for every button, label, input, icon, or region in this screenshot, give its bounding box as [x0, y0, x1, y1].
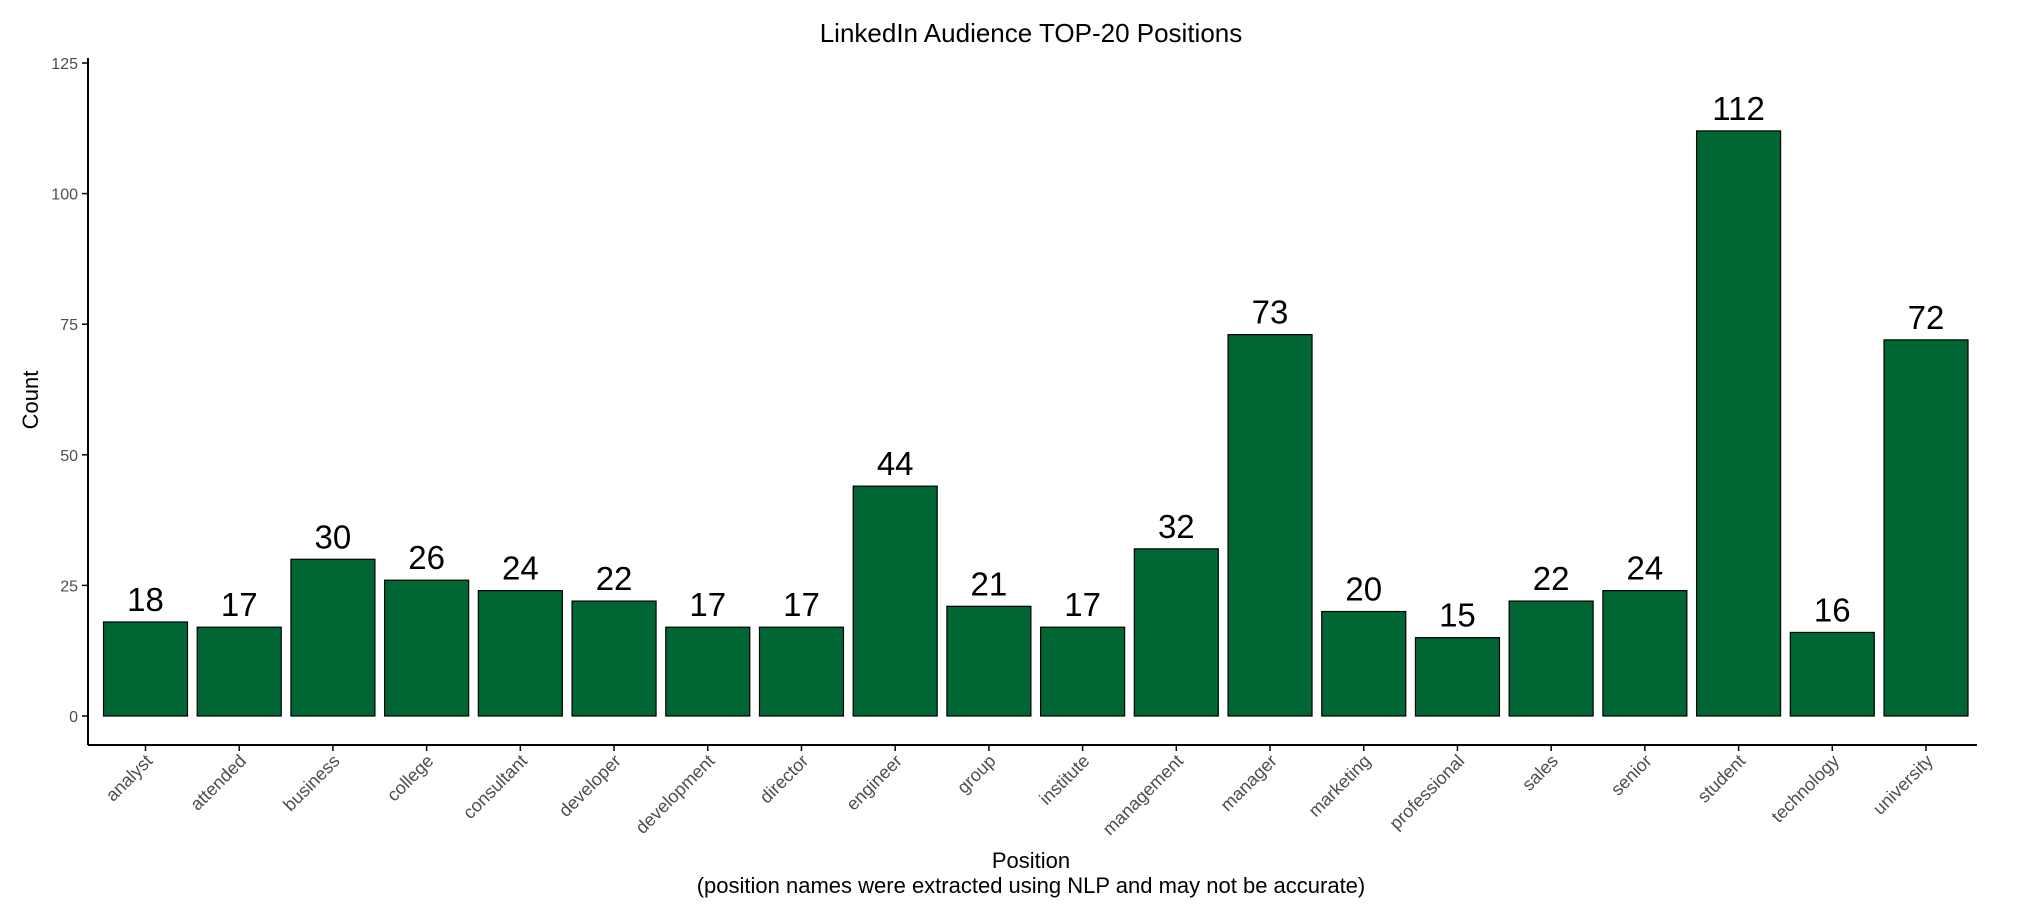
bar-director [758, 626, 845, 717]
bar-business [290, 558, 376, 717]
x-tick-label-business: business [279, 751, 343, 815]
value-label-marketing: 20 [1345, 571, 1382, 608]
bar-sales [1508, 600, 1594, 717]
value-labels-group: 18 17 30 26 24 22 17 17 44 21 17 32 73 20 15 22 24 112 16 7… [127, 90, 1944, 634]
bar-manager [1227, 334, 1313, 717]
x-tick-label-analyst: analyst [102, 751, 156, 805]
bar-group [946, 605, 1032, 717]
y-tick-label: 100 [51, 187, 78, 204]
x-tick-label-professional: professional [1386, 751, 1469, 834]
value-label-director: 17 [783, 586, 820, 623]
value-label-analyst: 18 [127, 581, 164, 618]
x-tick-label-director: director [756, 751, 813, 808]
bar-consultant [477, 590, 563, 717]
y-axis-label: Count [18, 371, 43, 430]
x-tick-label-institute: institute [1035, 751, 1093, 809]
value-label-sales: 22 [1533, 560, 1570, 597]
x-tick-label-sales: sales [1518, 751, 1562, 795]
bar-management [1133, 548, 1219, 717]
x-tick-label-technology: technology [1767, 751, 1843, 827]
value-label-manager: 73 [1252, 294, 1289, 331]
x-tick-label-college: college [383, 751, 437, 805]
value-label-university: 72 [1908, 299, 1945, 336]
chart-title: LinkedIn Audience TOP-20 Positions [820, 18, 1243, 48]
y-axis-ticks: 0 25 50 75 100 125 [51, 56, 88, 726]
bar-college [384, 579, 470, 717]
value-label-professional: 15 [1439, 597, 1476, 634]
bar-developer [571, 600, 657, 717]
value-label-group: 21 [971, 565, 1008, 602]
value-label-attended: 17 [221, 586, 258, 623]
bar-development [665, 626, 751, 717]
bar-technology [1789, 631, 1875, 717]
bar-professional [1414, 637, 1501, 717]
x-tick-label-management: management [1099, 751, 1187, 839]
value-label-development: 17 [689, 586, 726, 623]
x-axis-label: Position [992, 848, 1070, 873]
x-tick-label-university: university [1869, 751, 1937, 819]
bars-group [102, 130, 1969, 717]
value-label-technology: 16 [1814, 591, 1851, 628]
x-axis-subtitle: (position names were extracted using NLP… [697, 873, 1366, 898]
x-tick-label-senior: senior [1607, 751, 1656, 800]
x-tick-label-attended: attended [186, 751, 250, 815]
y-tick-label: 125 [51, 56, 78, 73]
x-tick-label-developer: developer [555, 751, 625, 821]
bar-marketing [1321, 610, 1407, 717]
value-label-management: 32 [1158, 508, 1195, 545]
value-label-senior: 24 [1627, 550, 1664, 587]
x-tick-label-group: group [953, 751, 1000, 798]
value-label-developer: 22 [596, 560, 633, 597]
value-label-business: 30 [315, 518, 352, 555]
value-label-engineer: 44 [877, 445, 914, 482]
bar-university [1883, 339, 1969, 717]
y-tick-label: 75 [60, 317, 78, 334]
y-tick-label: 50 [60, 448, 78, 465]
bar-student [1695, 130, 1782, 717]
x-tick-label-engineer: engineer [842, 751, 906, 815]
bar-analyst [102, 621, 189, 717]
value-label-institute: 17 [1064, 586, 1101, 623]
x-tick-label-consultant: consultant [459, 751, 531, 823]
value-label-student: 112 [1712, 90, 1765, 127]
x-tick-label-marketing: marketing [1305, 751, 1375, 821]
x-tick-label-development: development [632, 751, 719, 838]
bar-attended [196, 626, 282, 717]
x-tick-label-student: student [1694, 751, 1750, 807]
value-label-college: 26 [408, 539, 445, 576]
y-tick-label: 0 [69, 709, 78, 726]
x-tick-label-manager: manager [1216, 751, 1280, 815]
y-tick-label: 25 [60, 578, 78, 595]
value-label-consultant: 24 [502, 550, 539, 587]
bar-senior [1602, 590, 1688, 717]
x-axis-ticks: analyst attended business college consultant… [102, 745, 1937, 839]
bar-institute [1040, 626, 1126, 717]
bar-engineer [852, 485, 938, 717]
